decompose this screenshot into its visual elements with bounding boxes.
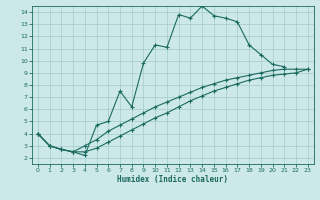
- X-axis label: Humidex (Indice chaleur): Humidex (Indice chaleur): [117, 175, 228, 184]
